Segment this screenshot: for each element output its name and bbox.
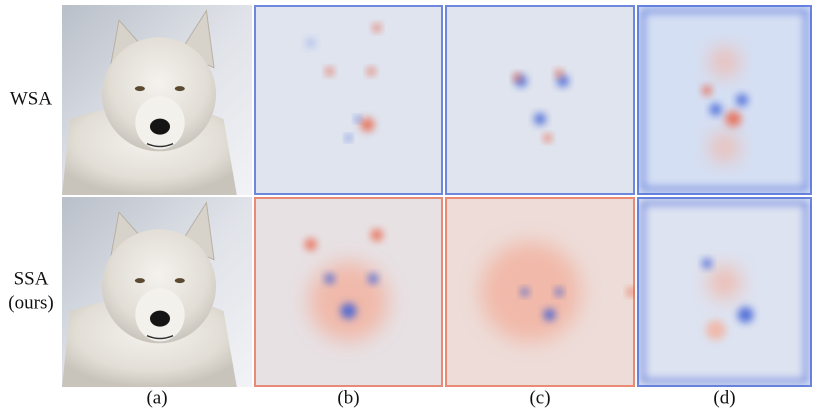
heatmap-blob — [737, 306, 754, 323]
heatmap-blob — [708, 266, 741, 299]
heatmap-blob — [480, 242, 581, 342]
wolf-mouth — [146, 143, 174, 148]
heatmap-background — [254, 5, 443, 195]
column-label: (d) — [713, 387, 735, 408]
image-panel — [62, 5, 252, 195]
panel-content — [62, 197, 252, 387]
heatmap-blob — [325, 67, 334, 76]
row-label: WSA — [10, 88, 53, 109]
heatmap-border — [445, 5, 635, 195]
image-panel — [637, 5, 812, 195]
heatmap-frame — [641, 201, 808, 383]
heatmap-blob — [556, 75, 569, 87]
heatmap-border — [254, 5, 443, 195]
heatmap-blob — [543, 308, 556, 321]
image-panel — [445, 197, 635, 387]
row-label: SSA — [14, 268, 49, 289]
heatmap-blob — [520, 288, 529, 296]
heatmap-blob — [710, 133, 739, 162]
panel-content — [445, 197, 635, 387]
heatmap-blob — [513, 73, 522, 82]
heatmap-blob — [345, 135, 352, 141]
image-panel — [637, 197, 812, 387]
heatmap-blob — [702, 258, 712, 269]
heatmap-background — [445, 5, 635, 195]
column-label: (a) — [146, 387, 167, 408]
heatmap-blob — [555, 69, 563, 78]
heatmap-blob — [372, 23, 381, 32]
heatmap-blob — [368, 273, 379, 284]
panel-content — [637, 197, 812, 387]
panel-content — [62, 5, 252, 195]
heatmap-blob — [543, 134, 552, 142]
heatmap-blob — [305, 38, 316, 48]
wolf-eye — [134, 86, 145, 92]
heatmap-blob — [736, 94, 748, 106]
wolf-nose — [150, 118, 170, 135]
column-label: (c) — [529, 387, 550, 408]
panel-content — [254, 197, 443, 387]
wolf-mouth — [146, 335, 174, 340]
heatmap-blob — [555, 288, 563, 296]
heatmap-border — [445, 197, 635, 387]
wolf-head — [102, 37, 216, 152]
heatmap-frame — [641, 9, 808, 191]
row-label: (ours) — [8, 292, 53, 313]
image-panel — [254, 5, 443, 195]
heatmap-blob — [370, 229, 383, 241]
heatmap-border — [637, 197, 812, 387]
heatmap-blob — [534, 113, 546, 125]
image-panel — [445, 5, 635, 195]
wolf-eye — [174, 278, 185, 284]
heatmap-blob — [360, 117, 375, 132]
wolf-head — [102, 229, 216, 344]
heatmap-blob — [304, 238, 317, 251]
wolf-nose — [150, 310, 170, 327]
heatmap-blob — [705, 320, 726, 340]
heatmap-blob — [725, 111, 742, 127]
heatmap-background — [637, 5, 812, 195]
image-panel — [62, 197, 252, 387]
heatmap-blob — [340, 303, 357, 319]
image-panel — [254, 197, 443, 387]
heatmap-blob — [354, 116, 361, 122]
wolf-eye — [174, 86, 185, 92]
heatmap-border — [254, 197, 443, 387]
panel-content — [637, 5, 812, 195]
panel-content — [254, 5, 443, 195]
wolf-eye — [134, 278, 145, 284]
column-label: (b) — [337, 387, 359, 408]
heatmap-blob — [324, 273, 335, 284]
heatmap-blob — [709, 103, 722, 116]
panel-content — [445, 5, 635, 195]
heatmap-border — [637, 5, 812, 195]
heatmap-blob — [308, 261, 389, 342]
heatmap-blob — [710, 48, 739, 76]
heatmap-blob — [702, 85, 712, 96]
heatmap-blob — [367, 67, 376, 76]
